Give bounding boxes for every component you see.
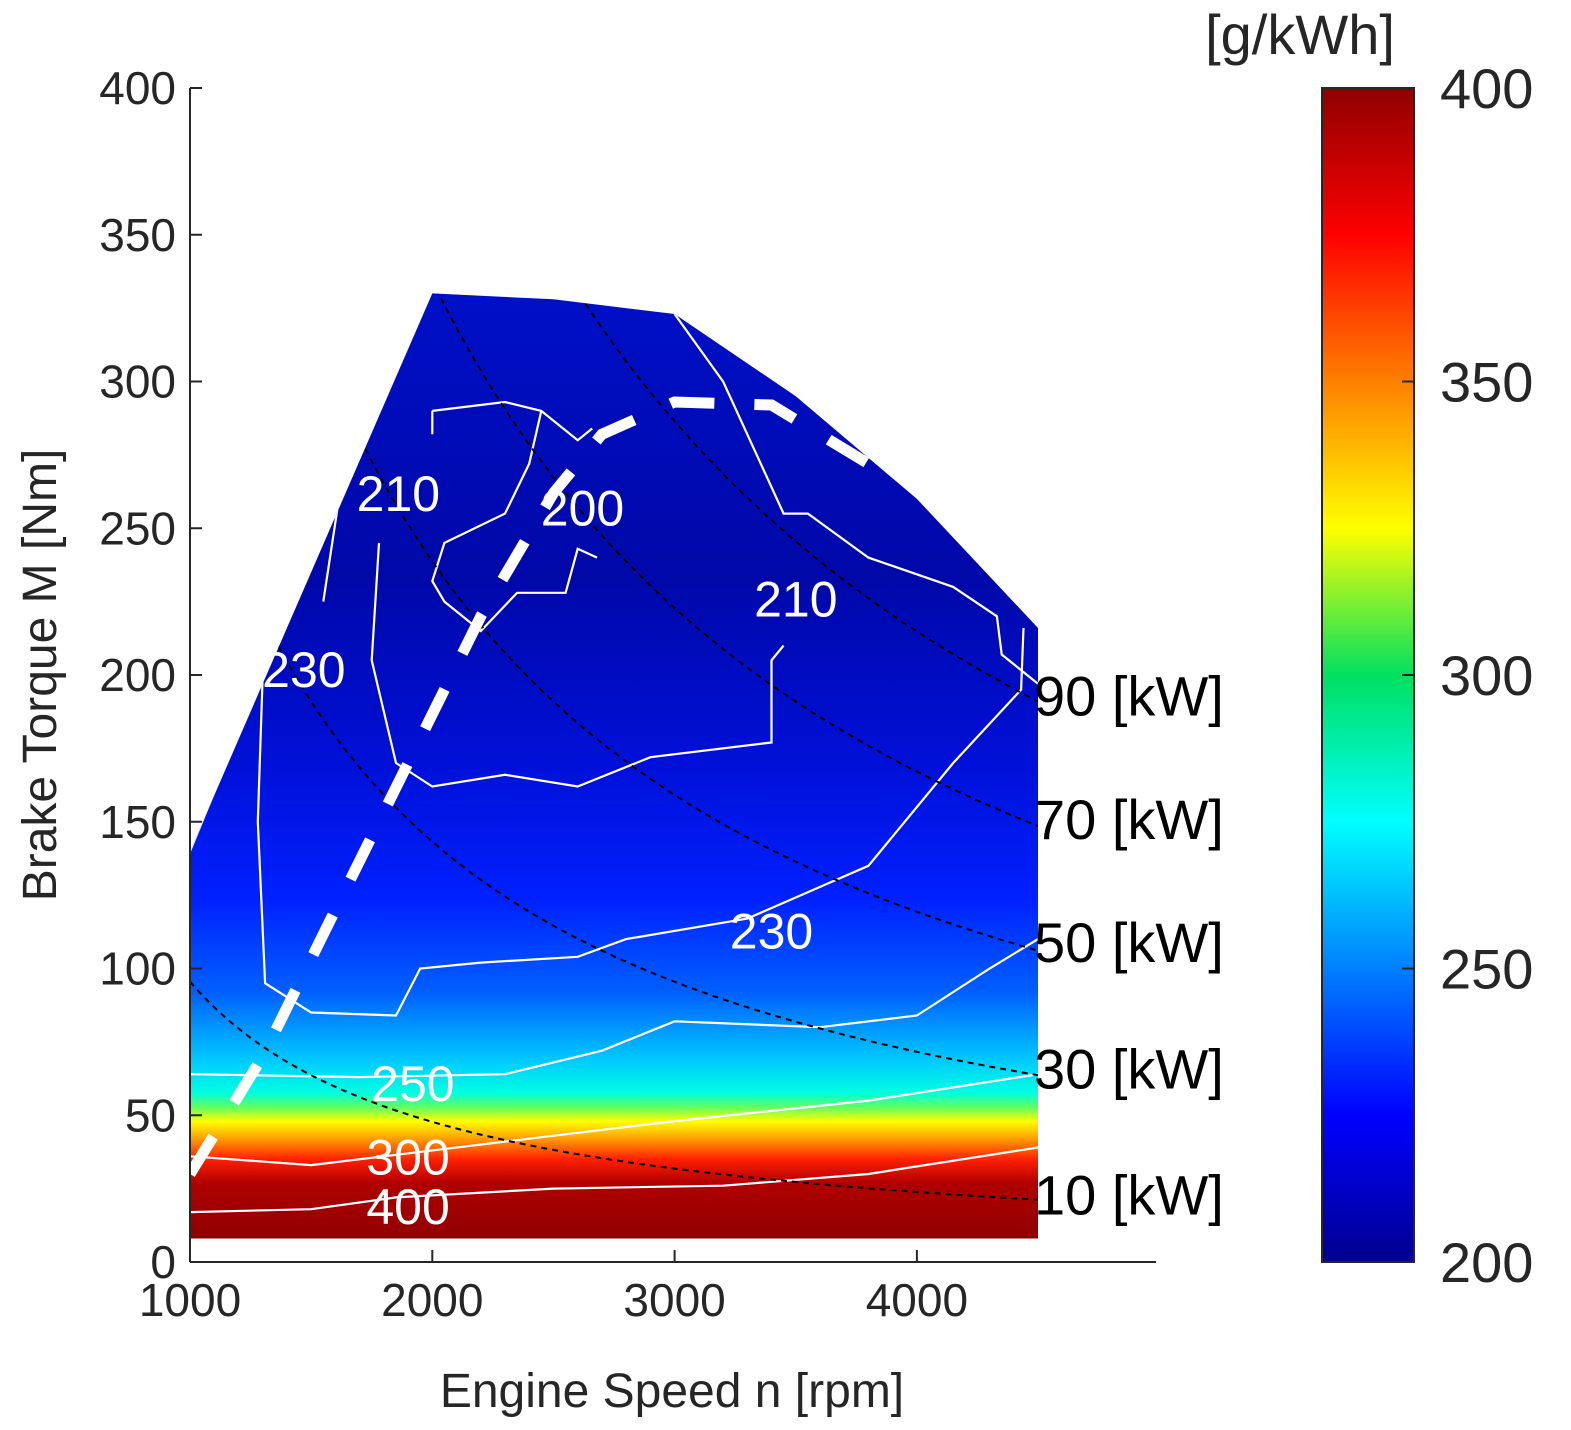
y-tick-label: 400 bbox=[99, 62, 176, 114]
y-tick-label: 100 bbox=[99, 943, 176, 995]
contour-line-250 bbox=[190, 938, 1038, 1079]
y-tick-labels: 0 50 100 150 200 250 300 350 400 bbox=[99, 62, 202, 1288]
contour-line-300 bbox=[190, 1073, 1038, 1167]
power-line-70kw bbox=[190, 293, 1038, 827]
contour-label-400: 400 bbox=[366, 1179, 449, 1235]
colorbar-tick-label: 300 bbox=[1440, 644, 1533, 707]
contour-label-210: 210 bbox=[357, 466, 440, 522]
power-label-50kw: 50 [kW] bbox=[1034, 911, 1224, 974]
y-tick-label: 50 bbox=[125, 1089, 176, 1141]
contour-line-210 bbox=[673, 313, 1038, 685]
contour-label-250: 250 bbox=[371, 1056, 454, 1112]
colorbar-tick-label: 250 bbox=[1440, 938, 1533, 1001]
x-tick-label: 1000 bbox=[139, 1274, 241, 1326]
power-labels: 90 [kW] 70 [kW] 50 [kW] 30 [kW] 10 [kW] bbox=[1034, 665, 1224, 1227]
contour-label-210: 210 bbox=[754, 572, 837, 628]
colorbar-tick-label: 200 bbox=[1440, 1231, 1533, 1294]
power-label-90kw: 90 [kW] bbox=[1034, 665, 1224, 728]
colorbar-title: [g/kWh] bbox=[1205, 3, 1395, 66]
colorbar-tick-label: 350 bbox=[1440, 351, 1533, 414]
contour-line-230 bbox=[256, 627, 1025, 1017]
colorbar-ticks: 200 250 300 350 400 bbox=[1402, 57, 1533, 1294]
contour-line-400 bbox=[190, 1146, 1038, 1214]
y-tick-label: 0 bbox=[150, 1236, 176, 1288]
power-label-10kw: 10 [kW] bbox=[1034, 1164, 1224, 1227]
power-line-30kw bbox=[190, 420, 1038, 1077]
power-label-70kw: 70 [kW] bbox=[1034, 788, 1224, 851]
bsfc-map-region bbox=[190, 293, 1038, 1239]
x-tick-labels: 1000 2000 3000 4000 bbox=[139, 1250, 968, 1326]
power-line-10kw bbox=[190, 981, 1038, 1201]
y-tick-label: 350 bbox=[99, 209, 176, 261]
colorbar bbox=[1321, 87, 1415, 1263]
contour-label-230: 230 bbox=[262, 642, 345, 698]
optimal-operating-line bbox=[185, 396, 872, 1177]
x-tick-label: 2000 bbox=[381, 1274, 483, 1326]
contour-line-200 bbox=[431, 410, 598, 633]
x-tick-label: 4000 bbox=[866, 1274, 968, 1326]
y-tick-label: 300 bbox=[99, 356, 176, 408]
contour-line-210 bbox=[370, 542, 785, 788]
contour-label-200: 200 bbox=[541, 481, 624, 537]
power-lines bbox=[190, 293, 1038, 1201]
colorbar-tick-label: 400 bbox=[1440, 57, 1533, 120]
contour-label-300: 300 bbox=[366, 1129, 449, 1185]
x-tick-label: 3000 bbox=[623, 1274, 725, 1326]
x-axis-title: Engine Speed n [rpm] bbox=[440, 1365, 904, 1418]
power-line-90kw bbox=[190, 293, 1038, 703]
y-tick-label: 250 bbox=[99, 502, 176, 554]
power-line-50kw bbox=[190, 293, 1038, 952]
y-tick-label: 150 bbox=[99, 796, 176, 848]
contour-label-230: 230 bbox=[730, 903, 813, 959]
y-axis-title: Brake Torque M [Nm] bbox=[14, 449, 67, 902]
power-label-30kw: 30 [kW] bbox=[1034, 1037, 1224, 1100]
y-tick-label: 200 bbox=[99, 649, 176, 701]
